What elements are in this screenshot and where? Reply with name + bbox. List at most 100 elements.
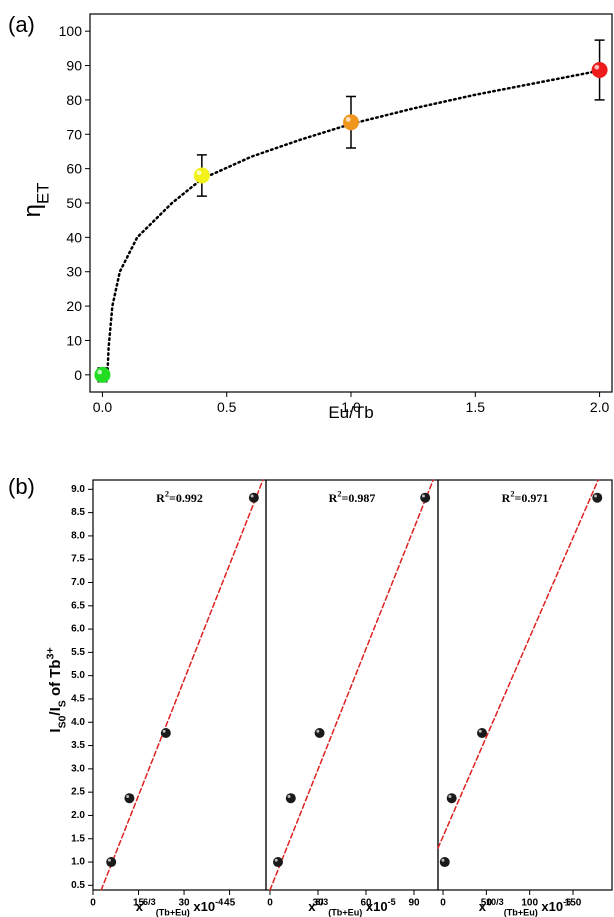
data-point xyxy=(106,857,117,868)
x-axis-label-part: 8/3 xyxy=(316,897,329,907)
fit-line xyxy=(269,479,434,891)
x-tick-label: 0 xyxy=(90,898,96,909)
point-highlight xyxy=(594,494,598,498)
plot-frame xyxy=(437,479,613,891)
x-tick-label: 2.0 xyxy=(590,399,610,415)
point-highlight xyxy=(448,794,452,798)
data-point xyxy=(94,366,111,383)
x-tick-label: 60 xyxy=(360,898,372,909)
y-tick-label: 70 xyxy=(66,126,82,142)
data-point xyxy=(343,114,359,131)
y-axis-label-part: η xyxy=(19,204,46,217)
y-tick-label: 6.5 xyxy=(71,600,85,611)
data-point xyxy=(420,492,431,503)
y-tick-label: 0 xyxy=(74,367,82,383)
x-axis-label: x8/3(Tb+Eu) x10-5 xyxy=(308,897,395,917)
r-squared: R2=0.992 xyxy=(156,490,203,505)
y-tick-label: 60 xyxy=(66,161,82,177)
x-tick-label: 0.0 xyxy=(93,399,113,415)
x-tick-label: 90 xyxy=(408,898,420,909)
x-tick-label: 50 xyxy=(481,898,493,909)
r-squared-part: R xyxy=(329,491,338,505)
x-tick-label: 30 xyxy=(178,898,190,909)
y-tick-label: 7.5 xyxy=(71,554,85,565)
point-highlight xyxy=(441,858,445,862)
y-tick-label: 4.5 xyxy=(71,693,85,704)
point-highlight xyxy=(107,858,111,862)
point-highlight xyxy=(594,64,600,70)
y-axis-label-part: S xyxy=(56,700,68,707)
y-tick-label: 6.0 xyxy=(71,624,85,635)
y-tick-label: 90 xyxy=(66,58,82,74)
x-axis-label-part: -6 xyxy=(563,897,571,907)
data-point xyxy=(273,857,283,868)
x-tick-label: 45 xyxy=(224,898,236,909)
x-axis-label-part: x xyxy=(136,899,144,914)
point-highlight xyxy=(274,858,278,862)
data-point xyxy=(446,793,457,804)
y-axis-label: ηET xyxy=(19,183,52,218)
x-tick-label: 1.0 xyxy=(341,399,361,415)
panel-label: (a) xyxy=(8,12,35,37)
x-tick-label: 30 xyxy=(312,898,324,909)
y-tick-label: 4.0 xyxy=(71,717,85,728)
data-point xyxy=(477,727,488,738)
y-tick-label: 1.0 xyxy=(71,857,85,868)
x-axis-label: Eu/Tb xyxy=(328,403,373,422)
y-axis-label-part: I xyxy=(47,728,64,732)
x-axis-label: x10/3(Tb+Eu) x10-6 xyxy=(479,897,571,917)
point-highlight xyxy=(478,729,482,733)
data-point xyxy=(248,492,259,503)
y-tick-label: 0.5 xyxy=(71,880,85,891)
x-axis-label: x6/3(Tb+Eu) x10-4 xyxy=(136,897,224,917)
fit-line xyxy=(106,69,601,377)
r-squared-part: 2 xyxy=(165,490,169,499)
x-tick-label: 0 xyxy=(440,898,446,909)
r-squared-part: =0.992 xyxy=(169,491,203,505)
y-tick-label: 2.5 xyxy=(71,787,85,798)
y-tick-label: 3.5 xyxy=(71,740,85,751)
x-axis-label-part: 10/3 xyxy=(486,897,504,907)
point-highlight xyxy=(196,170,202,176)
y-axis-label-part: 3+ xyxy=(44,647,56,659)
fit-line xyxy=(100,479,264,891)
x-tick-label: 0.5 xyxy=(217,399,237,415)
x-axis-label-part: (Tb+Eu) xyxy=(504,908,538,917)
y-tick-label: 5.5 xyxy=(71,647,85,658)
x-tick-label: 15 xyxy=(133,898,145,909)
point-highlight xyxy=(287,794,291,798)
x-tick-label: 0 xyxy=(267,898,273,909)
x-axis-label-part: -4 xyxy=(215,897,224,907)
x-axis-label-part: (Tb+Eu) xyxy=(328,908,362,917)
data-point xyxy=(285,793,296,804)
data-point xyxy=(160,727,171,738)
plot-frame xyxy=(89,13,613,393)
r-squared: R2=0.971 xyxy=(502,490,549,505)
y-axis-label-part: S0 xyxy=(56,715,68,728)
y-tick-label: 40 xyxy=(66,229,82,245)
data-point xyxy=(439,857,450,868)
data-point xyxy=(124,793,135,804)
y-tick-label: 2.0 xyxy=(71,810,85,821)
plot-frame xyxy=(92,479,267,891)
r-squared-part: =0.971 xyxy=(515,491,549,505)
r-squared: R2=0.987 xyxy=(329,490,376,505)
x-tick-label: 100 xyxy=(521,898,538,909)
x-axis-label-part: x xyxy=(308,899,316,914)
panel-label: (b) xyxy=(8,474,35,499)
data-point xyxy=(314,727,325,738)
r-squared-part: R xyxy=(156,491,165,505)
r-squared-part: 2 xyxy=(510,490,514,499)
fit-line xyxy=(437,479,599,849)
y-tick-label: 1.5 xyxy=(71,833,85,844)
y-tick-label: 9.0 xyxy=(71,484,85,495)
x-axis-label-part: -5 xyxy=(388,897,396,907)
y-tick-label: 30 xyxy=(66,264,82,280)
point-highlight xyxy=(126,794,130,798)
y-axis-label-part: of Tb xyxy=(47,659,64,700)
x-tick-label: 150 xyxy=(565,898,582,909)
y-tick-label: 8.5 xyxy=(71,507,85,518)
point-highlight xyxy=(162,729,166,733)
x-axis-label-part: x10 xyxy=(362,899,387,914)
